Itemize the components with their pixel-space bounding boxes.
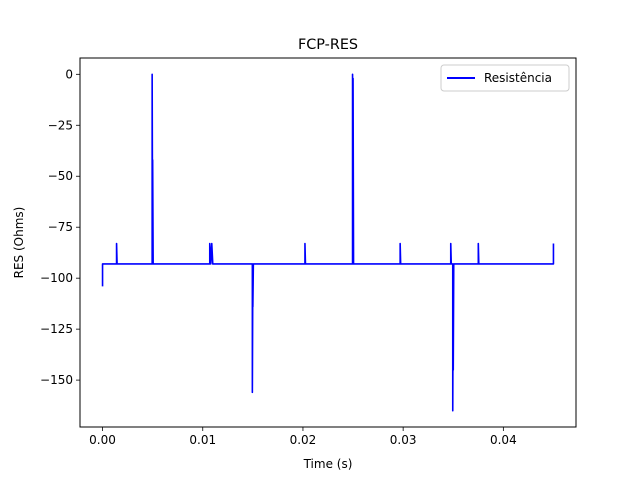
legend: Resistência (440, 64, 570, 92)
y-tick-label: −25 (48, 118, 73, 132)
x-tick-label: 0.01 (189, 433, 216, 447)
y-tick-label: −125 (40, 322, 73, 336)
x-tick-label: 0.02 (290, 433, 317, 447)
axes-frame (79, 57, 577, 428)
series-line (101, 73, 555, 412)
y-tick-label: −150 (40, 373, 73, 387)
plot-area (101, 73, 555, 412)
legend-box (440, 64, 570, 92)
x-tick-label: 0.00 (89, 433, 116, 447)
y-tick-label: −50 (48, 169, 73, 183)
y-tick-label: −75 (48, 220, 73, 234)
legend-label: Resistência (484, 71, 552, 85)
y-axis-ticks: 0 −25 −50 −75 −100 −125 −150 (40, 67, 80, 387)
y-tick-label: 0 (65, 67, 73, 81)
x-tick-label: 0.04 (490, 433, 517, 447)
x-axis-label: Time (s) (303, 457, 353, 471)
y-axis-label: RES (Ohms) (12, 207, 26, 279)
x-axis-ticks: 0.00 0.01 0.02 0.03 0.04 (89, 427, 517, 447)
y-tick-label: −100 (40, 271, 73, 285)
x-tick-label: 0.03 (390, 433, 417, 447)
chart-title: FCP-RES (298, 37, 358, 53)
